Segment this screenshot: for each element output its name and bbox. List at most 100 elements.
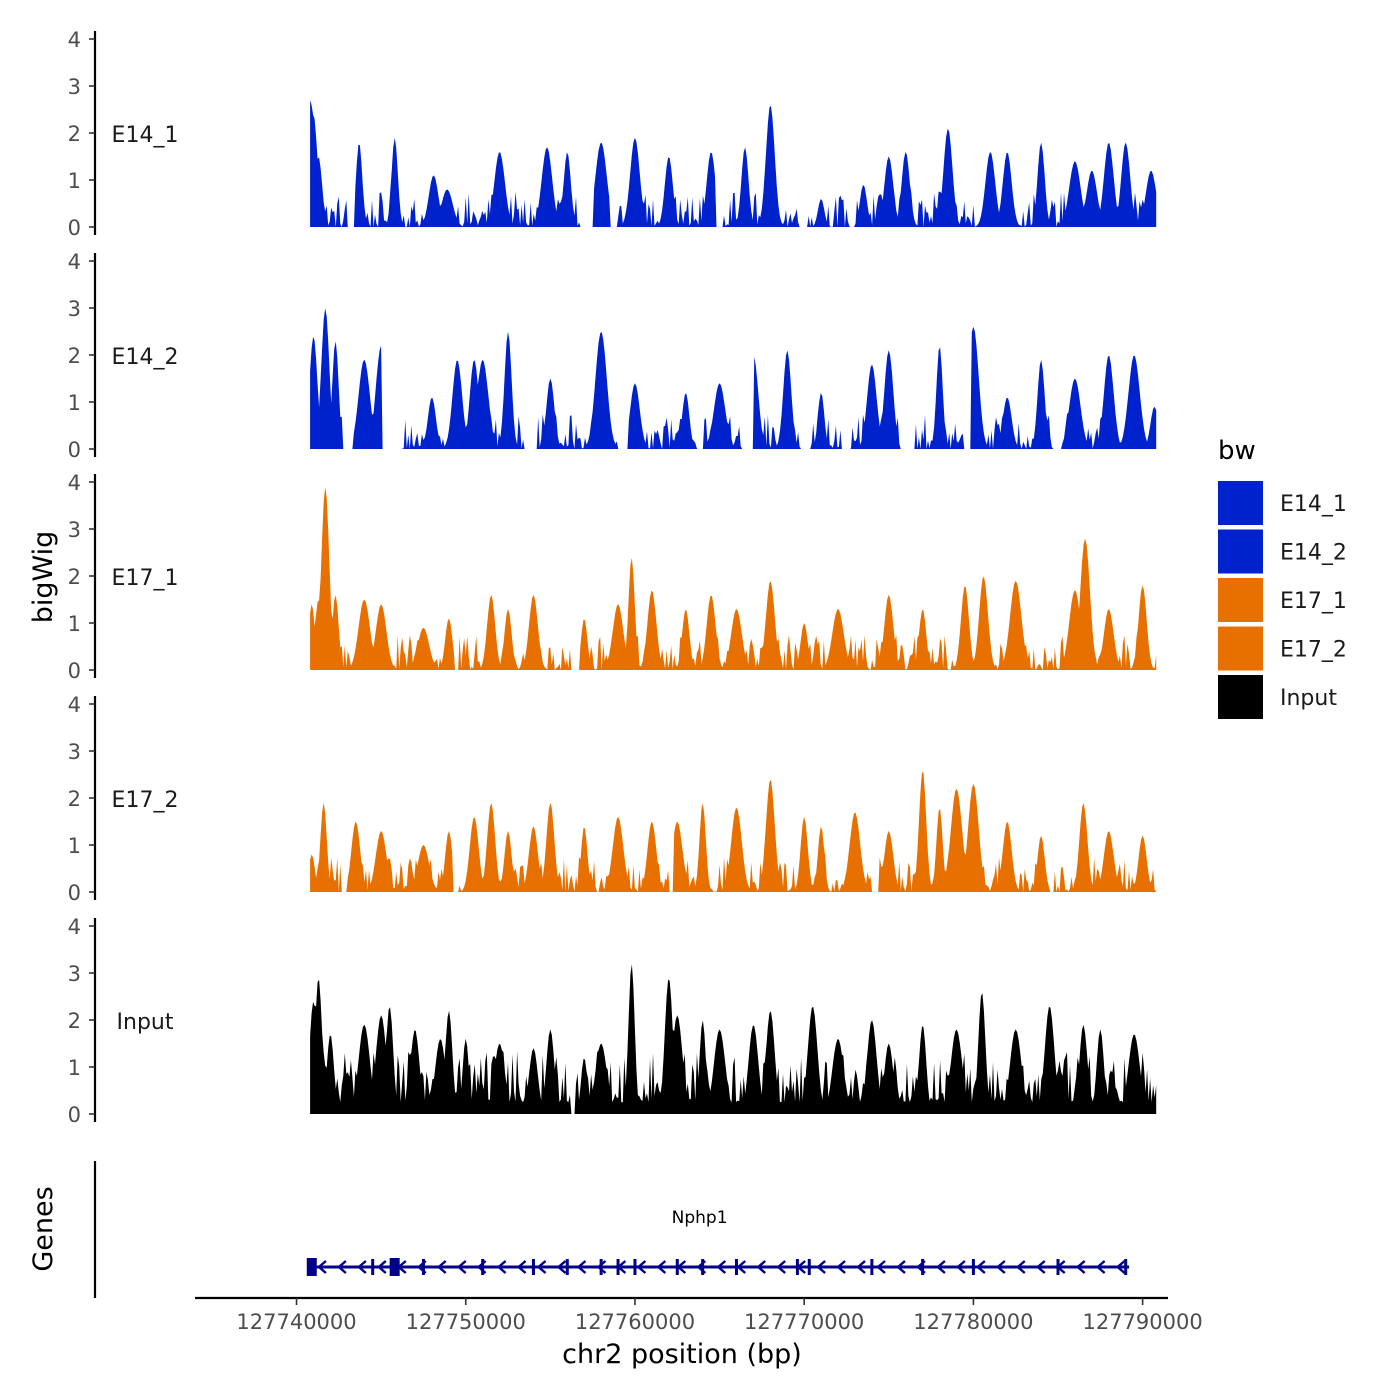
x-axis: 127740000 127750000 127760000 127770000 1277… bbox=[195, 1296, 1203, 1334]
exon bbox=[1056, 1259, 1060, 1275]
strand-arrow bbox=[516, 1260, 527, 1274]
legend-key-E17_2 bbox=[1218, 626, 1263, 671]
strand-arrow bbox=[496, 1260, 507, 1274]
track-E17_1: 0 1 2 3 4 E17_1 bbox=[68, 471, 1157, 683]
y-tick-label: 3 bbox=[68, 75, 81, 99]
strand-arrow bbox=[1115, 1260, 1126, 1274]
exon bbox=[807, 1259, 811, 1275]
strand-arrow bbox=[776, 1260, 786, 1274]
track-Input: 0 1 2 3 4 Input bbox=[68, 915, 1157, 1127]
exon bbox=[795, 1259, 799, 1275]
exon bbox=[481, 1259, 485, 1275]
y-tick-label: 1 bbox=[68, 169, 81, 193]
legend-label: E17_1 bbox=[1280, 589, 1347, 614]
genes-panel-title: Genes bbox=[28, 1186, 59, 1271]
signal-area-E14_1 bbox=[310, 100, 1157, 227]
strand-arrow bbox=[1095, 1260, 1106, 1274]
legend-label: E14_1 bbox=[1280, 492, 1347, 517]
strand-arrow bbox=[1035, 1260, 1046, 1274]
y-tick-label: 2 bbox=[68, 344, 81, 368]
strand-arrow bbox=[1075, 1260, 1086, 1274]
strand-arrow bbox=[1015, 1260, 1026, 1274]
y-tick-label: 2 bbox=[68, 787, 81, 811]
y-tick-label: 3 bbox=[68, 740, 81, 764]
y-tick-label: 1 bbox=[68, 1056, 81, 1080]
legend-key-Input bbox=[1218, 675, 1263, 719]
y-tick-label: 3 bbox=[68, 518, 81, 542]
exon bbox=[565, 1259, 569, 1275]
strand-arrow bbox=[357, 1260, 367, 1274]
gene-label: Nphp1 bbox=[672, 1208, 728, 1228]
exon bbox=[371, 1259, 375, 1275]
y-tick-label: 4 bbox=[68, 471, 81, 495]
y-tick-label: 4 bbox=[68, 693, 81, 717]
x-tick-label: 127780000 bbox=[913, 1310, 1033, 1334]
exon bbox=[921, 1259, 925, 1275]
x-tick-label: 127750000 bbox=[406, 1310, 526, 1334]
exon bbox=[616, 1259, 620, 1275]
exon bbox=[421, 1259, 425, 1275]
signal-tracks: 0 1 2 3 4 E14_1 0 1 2 3 4 E14_2 0 1 2 3 4 E17_1 0 1 2 3 4 E17_2… bbox=[68, 28, 1157, 1127]
y-tick-label: 2 bbox=[68, 122, 81, 146]
strand-arrow bbox=[536, 1260, 547, 1274]
gene-Nphp1: Nphp1 bbox=[306, 1208, 1130, 1276]
y-tick-label: 4 bbox=[68, 915, 81, 939]
exon bbox=[306, 1258, 317, 1276]
strand-arrow bbox=[376, 1260, 387, 1274]
exon bbox=[675, 1259, 679, 1275]
legend-title: bw bbox=[1218, 436, 1256, 466]
y-tick-label: 4 bbox=[68, 250, 81, 274]
y-axis-title: bigWig bbox=[28, 531, 59, 624]
exon bbox=[734, 1259, 738, 1275]
track-label: Input bbox=[117, 1010, 174, 1035]
signal-area-Input bbox=[310, 964, 1157, 1114]
y-tick-label: 1 bbox=[68, 391, 81, 415]
exon bbox=[599, 1259, 603, 1275]
strand-arrow bbox=[636, 1260, 647, 1274]
gene-panel: Genes Nphp1 bbox=[28, 1161, 1130, 1298]
strand-arrow bbox=[936, 1260, 946, 1274]
track-label: E14_2 bbox=[112, 345, 179, 370]
y-tick-label: 0 bbox=[68, 1103, 81, 1127]
track-label: E17_2 bbox=[112, 788, 179, 813]
exon bbox=[971, 1259, 975, 1275]
y-tick-label: 2 bbox=[68, 565, 81, 589]
strand-arrow bbox=[556, 1260, 567, 1274]
track-E14_2: 0 1 2 3 4 E14_2 bbox=[68, 250, 1157, 462]
legend-label: E17_2 bbox=[1280, 638, 1347, 663]
x-tick-label: 127740000 bbox=[236, 1310, 356, 1334]
x-tick-label: 127770000 bbox=[744, 1310, 864, 1334]
y-tick-label: 0 bbox=[68, 881, 81, 905]
legend-key-E14_2 bbox=[1218, 529, 1263, 574]
exon bbox=[701, 1259, 705, 1275]
strand-arrow bbox=[716, 1260, 727, 1274]
x-axis-title: chr2 position (bp) bbox=[562, 1339, 802, 1370]
strand-arrow bbox=[896, 1260, 906, 1274]
strand-arrow bbox=[856, 1260, 866, 1274]
y-tick-label: 0 bbox=[68, 659, 81, 683]
y-tick-label: 2 bbox=[68, 1009, 81, 1033]
legend-key-E17_1 bbox=[1218, 578, 1263, 622]
track-E17_2: 0 1 2 3 4 E17_2 bbox=[68, 693, 1157, 905]
y-tick-label: 3 bbox=[68, 297, 81, 321]
strand-arrow bbox=[456, 1260, 467, 1274]
strand-arrow bbox=[816, 1260, 826, 1274]
exon bbox=[531, 1259, 535, 1275]
legend: bw E14_1 E14_2 E17_1 E17_2 Input bbox=[1218, 436, 1347, 719]
y-tick-label: 0 bbox=[68, 216, 81, 240]
exon bbox=[389, 1258, 400, 1276]
strand-arrow bbox=[596, 1260, 607, 1274]
track-E14_1: 0 1 2 3 4 E14_1 bbox=[68, 28, 1157, 240]
strand-arrow bbox=[756, 1260, 766, 1274]
y-tick-label: 4 bbox=[68, 28, 81, 52]
strand-arrow bbox=[736, 1260, 747, 1274]
strand-arrow bbox=[836, 1260, 846, 1274]
legend-label: Input bbox=[1280, 686, 1337, 711]
legend-key-E14_1 bbox=[1218, 481, 1263, 525]
track-label: E14_1 bbox=[112, 123, 179, 148]
strand-arrow bbox=[976, 1260, 986, 1274]
y-tick-label: 1 bbox=[68, 834, 81, 858]
strand-arrow bbox=[337, 1260, 347, 1274]
signal-area-E17_2 bbox=[310, 771, 1157, 892]
